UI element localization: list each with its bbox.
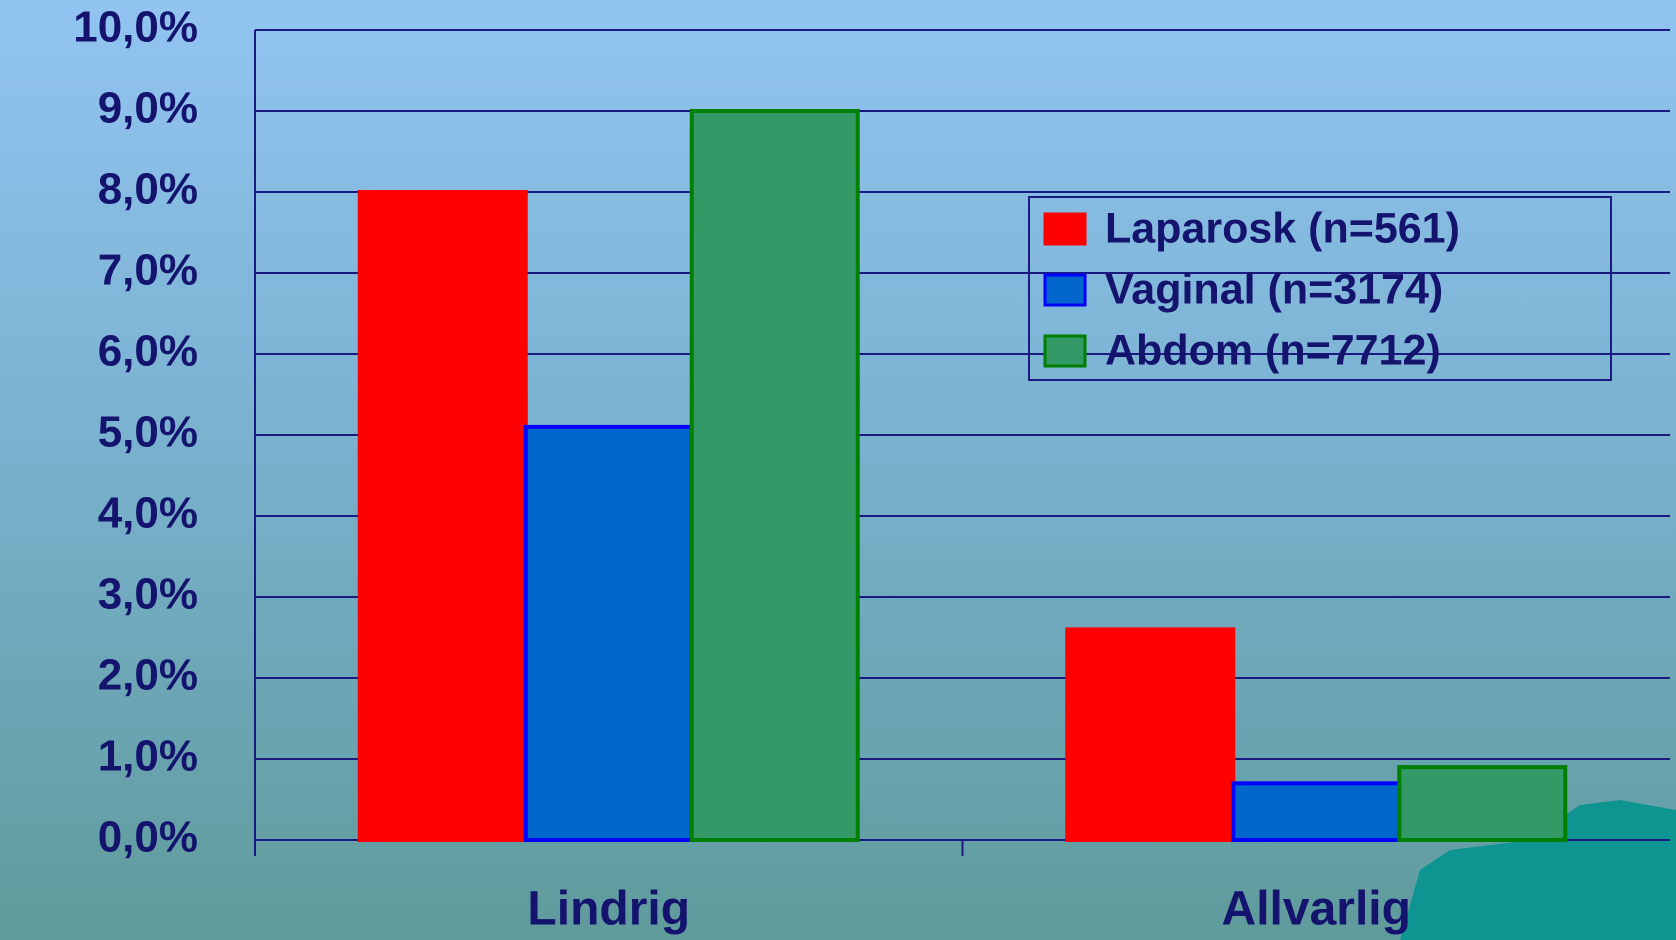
legend-label: Vaginal (n=3174) xyxy=(1105,265,1443,313)
legend-swatch xyxy=(1045,336,1085,366)
bar xyxy=(1399,767,1565,840)
y-tick-label: 7,0% xyxy=(98,246,198,295)
legend-label: Laparosk (n=561) xyxy=(1105,204,1460,252)
y-tick-label: 3,0% xyxy=(98,570,198,619)
x-tick-label: Lindrig xyxy=(527,883,690,936)
bar xyxy=(692,111,858,840)
bar xyxy=(1067,629,1233,840)
y-tick-label: 9,0% xyxy=(98,84,198,133)
legend-swatch xyxy=(1045,275,1085,305)
y-tick-label: 0,0% xyxy=(98,813,198,862)
y-tick-label: 5,0% xyxy=(98,408,198,457)
chart: 0,0% 1,0% 2,0% 3,0% 4,0% 5,0% 6,0% 7,0% 8,0% 9,0%… xyxy=(0,0,1676,940)
y-tick-label: 6,0% xyxy=(98,327,198,376)
y-tick-label: 10,0% xyxy=(73,3,198,52)
page: 0,0% 1,0% 2,0% 3,0% 4,0% 5,0% 6,0% 7,0% 8,0% 9,0%… xyxy=(0,0,1676,940)
y-tick-label: 1,0% xyxy=(98,732,198,781)
legend-label: Abdom (n=7712) xyxy=(1105,326,1441,374)
y-tick-label: 2,0% xyxy=(98,651,198,700)
legend-swatch xyxy=(1045,214,1085,244)
bar xyxy=(1233,783,1399,840)
y-tick-label: 4,0% xyxy=(98,489,198,538)
y-tick-label: 8,0% xyxy=(98,165,198,214)
bar xyxy=(360,192,526,840)
x-tick-label: Allvarlig xyxy=(1222,883,1411,936)
bar xyxy=(526,427,692,840)
